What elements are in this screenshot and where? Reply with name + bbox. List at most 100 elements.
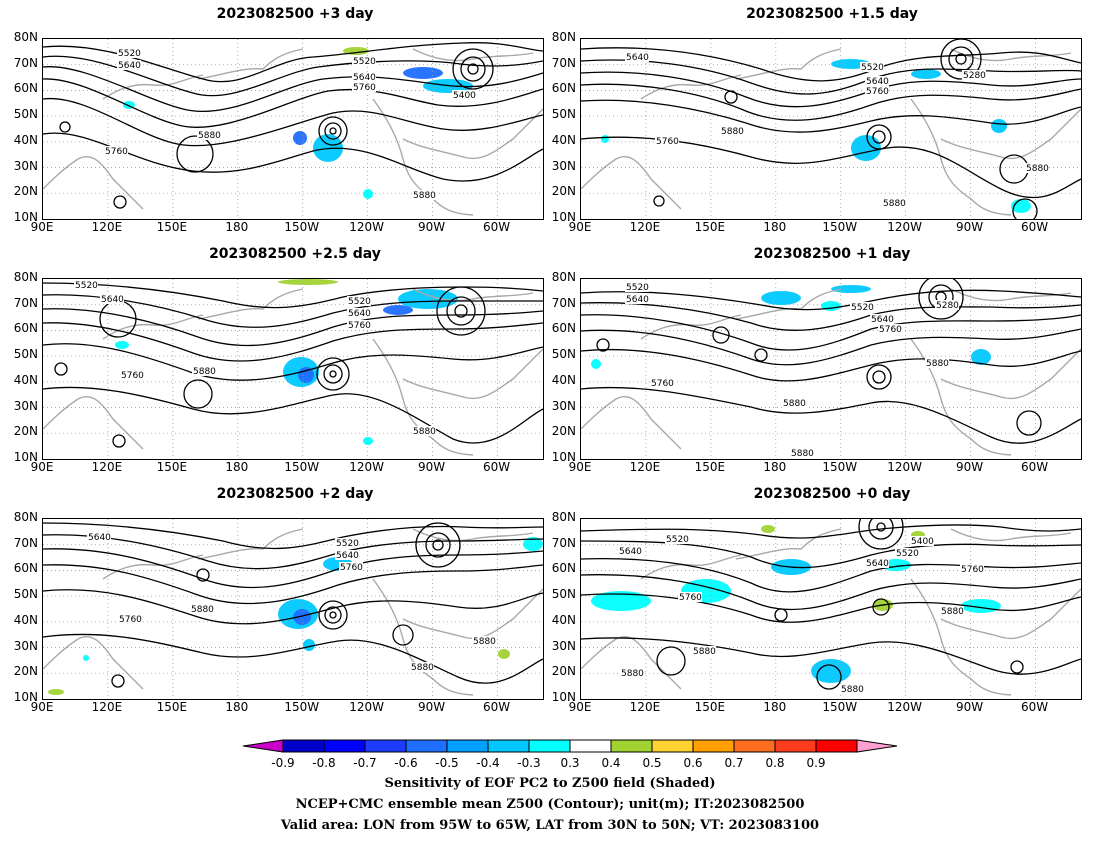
sensitivity-shading	[293, 609, 311, 625]
latitude-tick-label: 80N	[13, 270, 38, 284]
sensitivity-shading	[971, 349, 991, 365]
panel-title: 2023082500 +1 day	[753, 246, 911, 262]
latitude-tick-label: 60N	[13, 321, 38, 336]
latitude-tick-label: 10N	[13, 450, 38, 464]
contour-label-bg	[870, 314, 894, 324]
contour-label: 5520	[118, 49, 141, 59]
longitude-tick-label: 180	[225, 220, 249, 234]
closed-contour	[329, 370, 337, 378]
contour-label: 5880	[198, 131, 221, 141]
longitude-tick-label: 150W	[284, 700, 320, 714]
contour-label: 5880	[883, 199, 906, 209]
contour-label-bg	[935, 300, 959, 310]
height-contour	[43, 78, 543, 128]
longitude-tick-label: 120W	[349, 220, 385, 234]
longitude-tick-label: 120E	[91, 220, 123, 234]
latitude-tick-label: 50N	[13, 587, 38, 602]
coastline	[950, 48, 1072, 62]
height-contour	[43, 294, 543, 328]
sensitivity-shading	[383, 305, 413, 315]
latitude-tick-label: 30N	[13, 398, 38, 413]
latitude-tick-label: 60N	[13, 561, 38, 576]
colorbar-tick-label: -0.4	[476, 756, 500, 770]
longitude-tick-label: 180	[763, 460, 787, 474]
closed-contour	[452, 48, 494, 90]
coastline	[950, 528, 1072, 542]
height-contour	[43, 55, 543, 97]
longitude-tick-label: 150E	[156, 700, 188, 714]
height-contour	[581, 524, 1081, 539]
closed-contour	[318, 600, 348, 630]
height-contour	[581, 574, 1081, 611]
coastline	[43, 48, 304, 210]
longitude-tick-label: 120W	[349, 700, 385, 714]
closed-contour	[774, 608, 788, 622]
closed-contour	[316, 357, 350, 391]
longitude-tick-label: 90E	[30, 460, 54, 474]
closed-contour	[111, 674, 125, 688]
colorbar-swatch	[528, 739, 571, 753]
contour-label-bg	[840, 684, 864, 694]
longitude-tick-label: 60W	[1020, 460, 1049, 474]
height-contour	[581, 99, 1081, 133]
longitude-tick-label: 150W	[284, 460, 320, 474]
map-canvas: 5520 5640 5400 5520 5640 5760 5760 5880 5880 5880…	[581, 519, 1081, 699]
contour-label-bg	[895, 548, 919, 558]
contour-label: 5880	[941, 607, 964, 617]
colorbar-swatch	[651, 739, 694, 753]
closed-contour	[724, 90, 738, 104]
closed-contour	[955, 53, 967, 65]
contour-label: 5760	[879, 325, 902, 335]
sensitivity-shading	[911, 69, 941, 79]
contour-label: 5760	[340, 563, 363, 573]
height-contour	[43, 386, 543, 444]
contour-label: 5280	[963, 71, 986, 81]
contour-label-bg	[87, 532, 111, 542]
closed-contour	[324, 606, 342, 624]
closed-contour	[940, 39, 982, 80]
sensitivity-shading	[398, 289, 458, 309]
latitude-tick-label: 80N	[13, 510, 38, 524]
colorbar-tick-label: 0.8	[765, 756, 785, 770]
contour-label-bg	[850, 302, 874, 312]
colorbar-swatch	[774, 739, 817, 753]
contour-label: 5880	[791, 449, 814, 459]
latitude-tick-label: 40N	[13, 372, 38, 387]
closed-contour	[54, 362, 68, 376]
coastline	[412, 48, 534, 62]
colorbar-swatch	[487, 739, 530, 753]
colorbar-swatch	[364, 739, 407, 753]
latitude-tick-label: 40N	[13, 132, 38, 147]
contour-label: 5760	[961, 565, 984, 575]
latitude-tick-label: 10N	[551, 210, 576, 224]
latitude-tick-label: 30N	[551, 398, 576, 413]
contour-label: 5880	[413, 191, 436, 201]
latitude-tick-label: 80N	[551, 30, 576, 44]
longitude-tick-label: 150E	[156, 220, 188, 234]
longitude-tick-label: 120W	[349, 460, 385, 474]
coastline	[412, 288, 534, 302]
longitude-tick-label: 60W	[482, 700, 511, 714]
contour-label-bg	[120, 370, 144, 380]
contour-label-bg	[74, 280, 98, 290]
latitude-tick-label: 50N	[13, 347, 38, 362]
longitude-tick-label: 120W	[887, 460, 923, 474]
contour-label: 5520	[626, 283, 649, 293]
height-contour	[43, 282, 543, 309]
colorbar-tick-label: -0.3	[517, 756, 541, 770]
latitude-tick-label: 10N	[13, 690, 38, 704]
longitude-tick-label: 180	[763, 700, 787, 714]
closed-contour	[653, 195, 665, 207]
height-contour	[43, 132, 543, 182]
contour-label-bg	[878, 324, 902, 334]
contour-label-bg	[192, 366, 216, 376]
contour-label-bg	[452, 90, 476, 100]
contour-label-bg	[347, 296, 371, 306]
coastline	[910, 98, 1081, 216]
contour-label: 5760	[679, 593, 702, 603]
map-panel: 5640 5520 5640 5760 5280 5760 5880 5880 5880	[580, 38, 1082, 220]
latitude-tick-label: 80N	[13, 30, 38, 44]
latitude-tick-label: 10N	[13, 210, 38, 224]
